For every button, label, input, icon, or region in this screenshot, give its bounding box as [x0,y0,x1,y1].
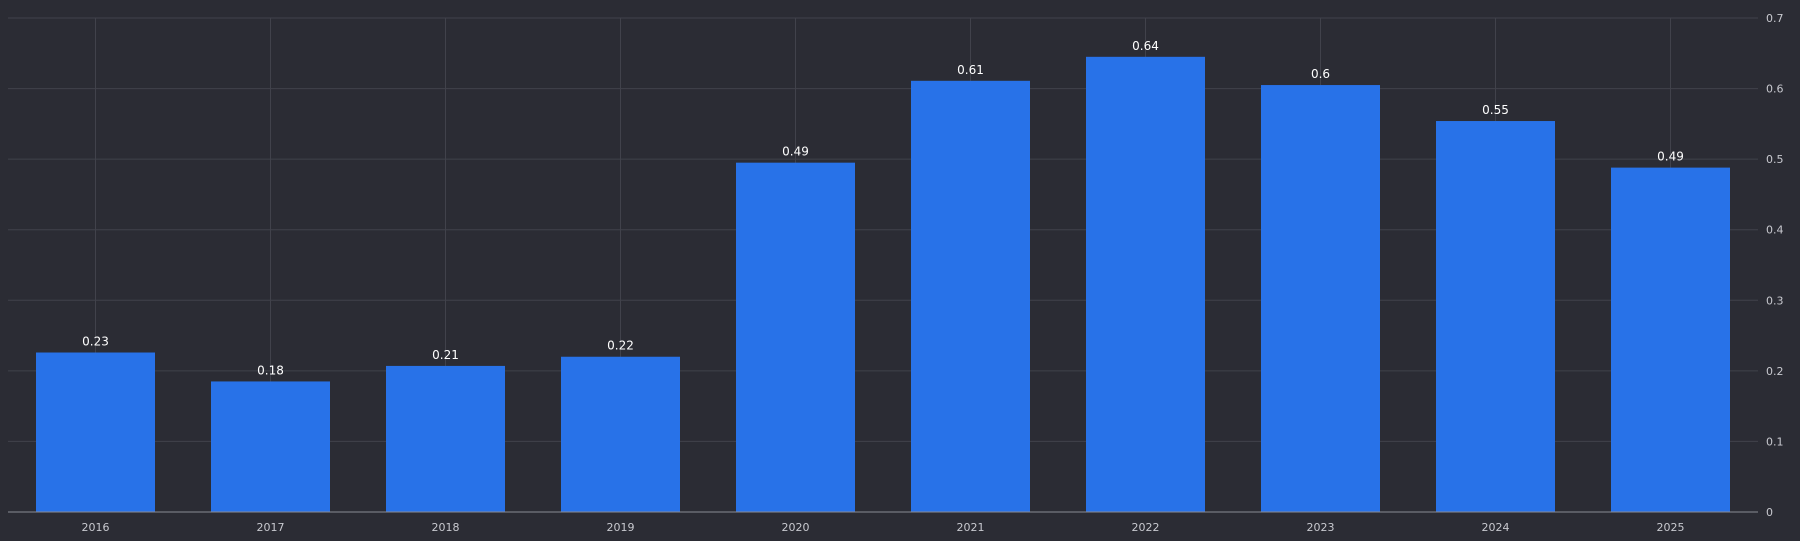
x-tick-label-2024: 2024 [1482,521,1510,534]
bar-2025 [1611,167,1730,512]
y-tick-label: 0.5 [1766,153,1784,166]
y-tick-label: 0.3 [1766,294,1784,307]
x-tick-label-2020: 2020 [782,521,810,534]
data-label-2025: 0.49 [1657,150,1684,164]
bar-2016 [36,352,155,512]
data-label-2016: 0.23 [82,335,109,349]
y-tick-label: 0.2 [1766,365,1784,378]
y-tick-label: 0.7 [1766,12,1784,25]
bar-2022 [1086,56,1205,513]
data-label-2019: 0.22 [607,339,634,353]
data-label-2020: 0.49 [782,145,809,159]
bar-2017 [211,381,330,512]
y-tick-label: 0.1 [1766,435,1784,448]
y-tick-label: 0.4 [1766,224,1784,237]
x-tick-label-2022: 2022 [1132,521,1160,534]
x-tick-label-2017: 2017 [257,521,285,534]
data-label-2023: 0.6 [1311,67,1330,81]
x-tick-label-2019: 2019 [607,521,635,534]
bar-2020 [736,162,855,512]
axis-layer: 0 0.1 0.2 0.3 0.4 0.5 0.6 0.7 2016 2017 2018 2019 20… [8,12,1784,534]
data-labels-layer: 0.23 0.18 0.21 0.22 0.49 0.61 0.64 0.6 0.55 0.49 [82,39,1684,378]
bar-2023 [1261,85,1380,513]
bars-layer [36,56,1730,513]
y-tick-label: 0.6 [1766,83,1784,96]
y-tick-label: 0 [1766,506,1773,519]
x-tick-label-2016: 2016 [82,521,110,534]
x-tick-label-2018: 2018 [432,521,460,534]
bar-2024 [1436,121,1555,512]
data-label-2021: 0.61 [957,63,984,77]
x-tick-label-2023: 2023 [1307,521,1335,534]
bar-2018 [386,365,505,512]
data-label-2022: 0.64 [1132,39,1159,53]
data-label-2017: 0.18 [257,363,284,377]
data-label-2018: 0.21 [432,348,459,362]
bar-2021 [911,80,1030,513]
x-tick-label-2021: 2021 [957,521,985,534]
x-tick-label-2025: 2025 [1657,521,1685,534]
data-label-2024: 0.55 [1482,103,1509,117]
bar-2019 [561,356,680,512]
